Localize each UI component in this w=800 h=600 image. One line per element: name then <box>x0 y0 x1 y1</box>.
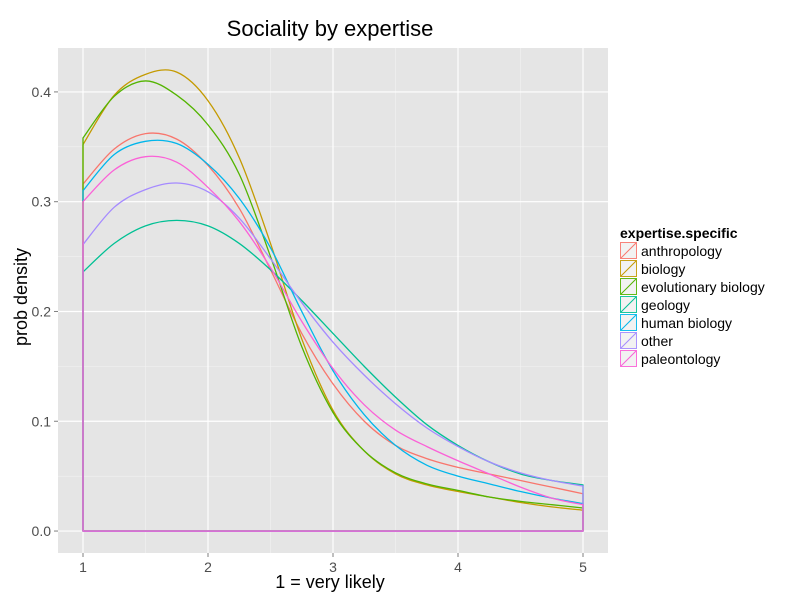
legend-label: biology <box>641 261 685 277</box>
legend-label: human biology <box>641 315 732 331</box>
legend-label: paleontology <box>641 351 720 367</box>
series-line-human-biology <box>82 139 584 532</box>
series-line-other <box>82 182 584 532</box>
x-tick-label: 5 <box>579 559 587 575</box>
x-axis-title: 1 = very likely <box>275 572 385 592</box>
series-line-paleontology <box>82 155 584 532</box>
axes: 1 2 3 4 5 0.0 0.1 0.2 0.3 0.4 <box>32 84 588 575</box>
legend-key-line <box>620 332 637 349</box>
chart-title: Sociality by expertise <box>227 16 434 41</box>
series-line-evolutionary-biology <box>82 80 584 532</box>
legend-key-border <box>620 242 637 259</box>
legend-key-border <box>620 296 637 313</box>
legend-key-line <box>620 278 637 295</box>
legend-label: evolutionary biology <box>641 279 765 295</box>
legend-label: geology <box>641 297 690 313</box>
series-lines <box>82 69 584 532</box>
legend-label: anthropology <box>641 243 722 259</box>
series-line-anthropology <box>82 132 584 532</box>
legend-key-border <box>620 332 637 349</box>
legend-key-line <box>620 242 637 259</box>
legend-key-line <box>620 296 637 313</box>
legend-key-border <box>620 350 637 367</box>
x-tick-label: 1 <box>79 559 87 575</box>
legend-key-line <box>620 350 637 367</box>
y-tick-label: 0.2 <box>32 303 52 319</box>
y-tick-label: 0.1 <box>32 413 52 429</box>
y-axis-title: prob density <box>11 248 31 346</box>
legend-key-line <box>620 314 637 331</box>
y-tick-label: 0.0 <box>32 523 52 539</box>
x-tick-label: 3 <box>329 559 337 575</box>
legend-label: other <box>641 333 673 349</box>
y-tick-label: 0.4 <box>32 84 52 100</box>
legend-key-border <box>620 260 637 277</box>
y-tick-label: 0.3 <box>32 194 52 210</box>
plot-panel <box>58 48 608 553</box>
legend-key-border <box>620 278 637 295</box>
legend-key-border <box>620 314 637 331</box>
x-tick-label: 4 <box>454 559 462 575</box>
legend-key-line <box>620 260 637 277</box>
x-tick-label: 2 <box>204 559 212 575</box>
legend-title: expertise.specific <box>620 225 738 241</box>
legend: expertise.specific anthropology biology ev… <box>619 225 765 368</box>
